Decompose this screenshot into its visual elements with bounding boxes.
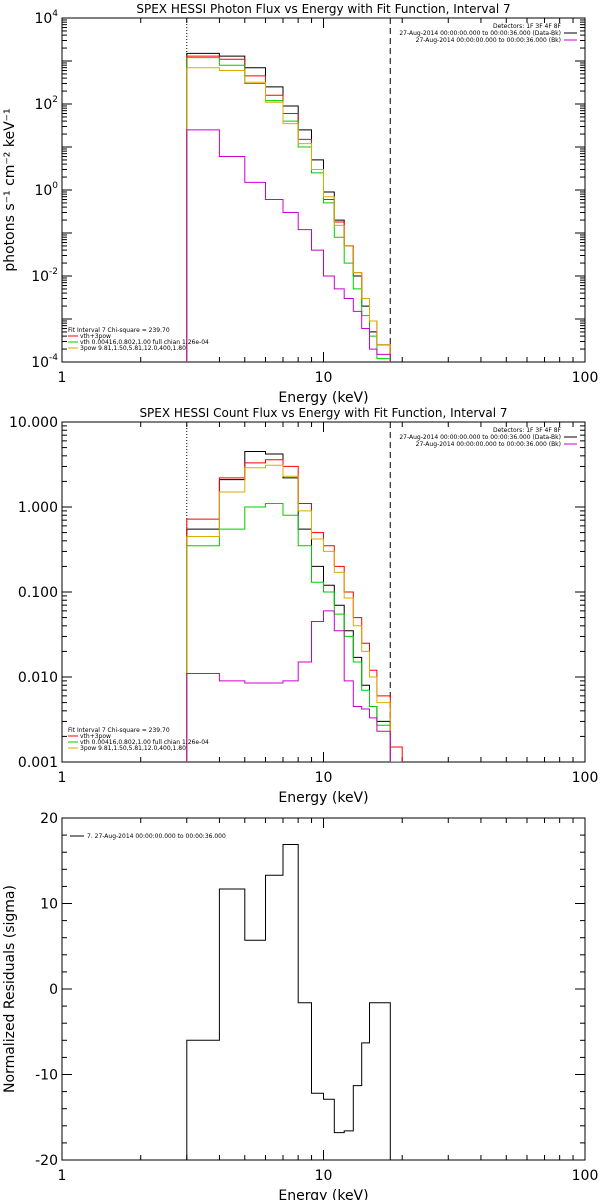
x-axis-label: Energy (keV) [278,790,368,806]
y-tick-label: 0.100 [18,585,58,601]
x-tick-label: 100 [572,1168,599,1184]
x-tick-label: 100 [572,770,599,786]
legend-bottom-entry: Fit Interval 7 Chi-square = 239.70 [68,327,170,334]
legend-residual-entry: 7. 27-Aug-2014 00:00:00.000 to 00:00:36.… [87,833,226,840]
spectrum-series-4 [186,464,403,762]
x-axis-label: Energy (keV) [278,390,368,406]
spectrum-series-1 [186,52,391,362]
y-tick-label: 102 [34,95,58,113]
y-tick-label: 10-4 [31,353,58,371]
y-tick-label: 1.000 [18,500,58,516]
spectrum-series-3 [186,57,391,362]
x-tick-label: 10 [315,770,333,786]
legend-top-entry: 27-Aug-2014 00:00:00.000 to 00:00:36.000… [416,441,561,448]
y-tick-label: 20 [40,811,58,827]
legend-top-entry: 27-Aug-2014 00:00:00.000 to 00:00:36.000… [399,434,561,441]
legend-top-entry: 27-Aug-2014 00:00:00.000 to 00:00:36.000… [399,30,561,37]
y-axis-label: Normalized Residuals (sigma) [2,885,18,1093]
x-tick-label: 1 [58,370,67,386]
y-tick-label: 10.000 [9,415,58,431]
y-tick-label: 10-2 [31,267,58,285]
legend-top-entry: Detectors: 1F 3F 4F 8F [493,23,562,30]
y-tick-label: -10 [35,1068,58,1084]
x-tick-label: 1 [58,1168,67,1184]
y-tick-label: 0.010 [18,670,58,686]
y-tick-label: 10 [40,897,58,913]
legend-bottom-entry: 3pow 9.81,1.50,5.81,12.0,400,1.80 [80,745,186,752]
spectrum-series-3 [186,503,403,762]
x-tick-label: 10 [315,1168,333,1184]
y-tick-label: 0.001 [18,755,58,771]
y-axis-label: photons s⁻¹ cm⁻² keV⁻¹ [2,108,18,271]
chart-panel-1: SPEX HESSI Photon Flux vs Energy with Fi… [2,2,598,406]
chart-panel-3: Energy (keV) Normalized Residuals (sigma)… [2,811,598,1200]
x-tick-label: 100 [572,370,599,386]
spectrum-series-1 [186,844,391,1160]
spectrum-series-5 [186,610,403,762]
y-tick-label: 100 [34,181,58,199]
chart-panel-2: SPEX HESSI Count Flux vs Energy with Fit… [9,406,598,806]
plot-frame [61,817,586,1161]
spectrum-series-5 [186,129,391,362]
legend-bottom-entry: Fit Interval 7 Chi-square = 239.70 [68,727,170,734]
spectrum-series-2 [186,459,403,762]
x-tick-label: 1 [58,770,67,786]
legend-top-entry: 27-Aug-2014 00:00:00.000 to 00:00:36.000… [416,37,561,44]
x-axis-label: Energy (keV) [278,1188,368,1200]
y-tick-label: 0 [49,982,58,998]
y-tick-label: 104 [34,9,58,27]
y-tick-label: -20 [35,1153,58,1169]
legend-bottom-entry: vth+3pow [80,333,111,340]
spectrum-series-4 [186,67,391,362]
legend-top-entry: Detectors: 1F 3F 4F 8F [493,427,562,434]
x-tick-label: 10 [315,370,333,386]
chart-title: SPEX HESSI Count Flux vs Energy with Fit… [139,406,507,420]
legend-bottom-entry: vth 0.00416,0.802,1.00 full chian 1.26e-… [80,339,209,346]
spectrum-series-2 [186,55,391,362]
legend-bottom-entry: vth 0.00416,0.802,1.00 full chian 1.26e-… [80,739,209,746]
legend-bottom-entry: 3pow 9.81,1.50,5.81,12.0,400,1.80 [80,345,186,352]
chart-title: SPEX HESSI Photon Flux vs Energy with Fi… [136,2,510,16]
legend-bottom-entry: vth+3pow [80,733,111,740]
